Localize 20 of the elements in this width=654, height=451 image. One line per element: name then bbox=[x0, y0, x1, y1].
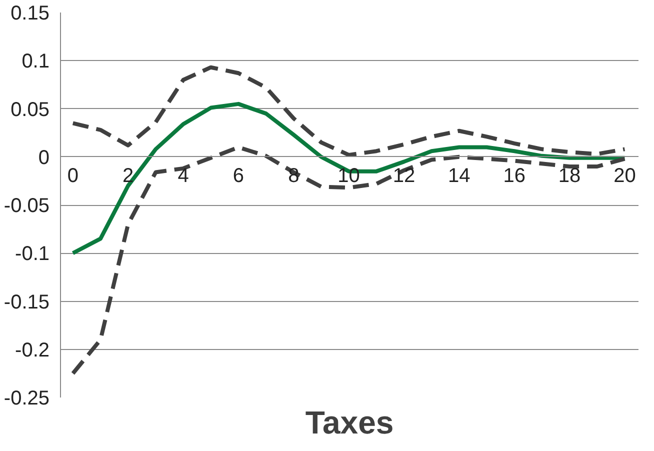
y-tick-label: 0.15 bbox=[10, 2, 50, 24]
y-tick-label: -0.15 bbox=[4, 291, 50, 314]
x-tick-label: 14 bbox=[448, 164, 470, 187]
x-tick-label: 18 bbox=[558, 164, 581, 187]
y-tick-label: -0.05 bbox=[4, 195, 50, 217]
line-series bbox=[70, 65, 627, 157]
y-tick-label: -0.1 bbox=[15, 243, 50, 266]
x-tick-label: 0 bbox=[67, 164, 78, 187]
x-tick-label: 16 bbox=[503, 164, 526, 187]
x-tick-label: 4 bbox=[178, 164, 189, 187]
y-tick-label: 0.1 bbox=[22, 50, 50, 73]
x-tick-label: 2 bbox=[122, 164, 134, 187]
y-tick-label: -0.2 bbox=[15, 339, 50, 362]
x-tick-label: 12 bbox=[392, 164, 416, 187]
y-tick-label: 0 bbox=[38, 146, 50, 169]
x-tick-label: 6 bbox=[232, 164, 244, 187]
x-axis-title: Taxes bbox=[305, 404, 394, 440]
y-tick-label: 0.05 bbox=[10, 98, 50, 121]
y-tick-label: -0.25 bbox=[4, 388, 50, 410]
x-tick-label: 20 bbox=[614, 164, 636, 187]
